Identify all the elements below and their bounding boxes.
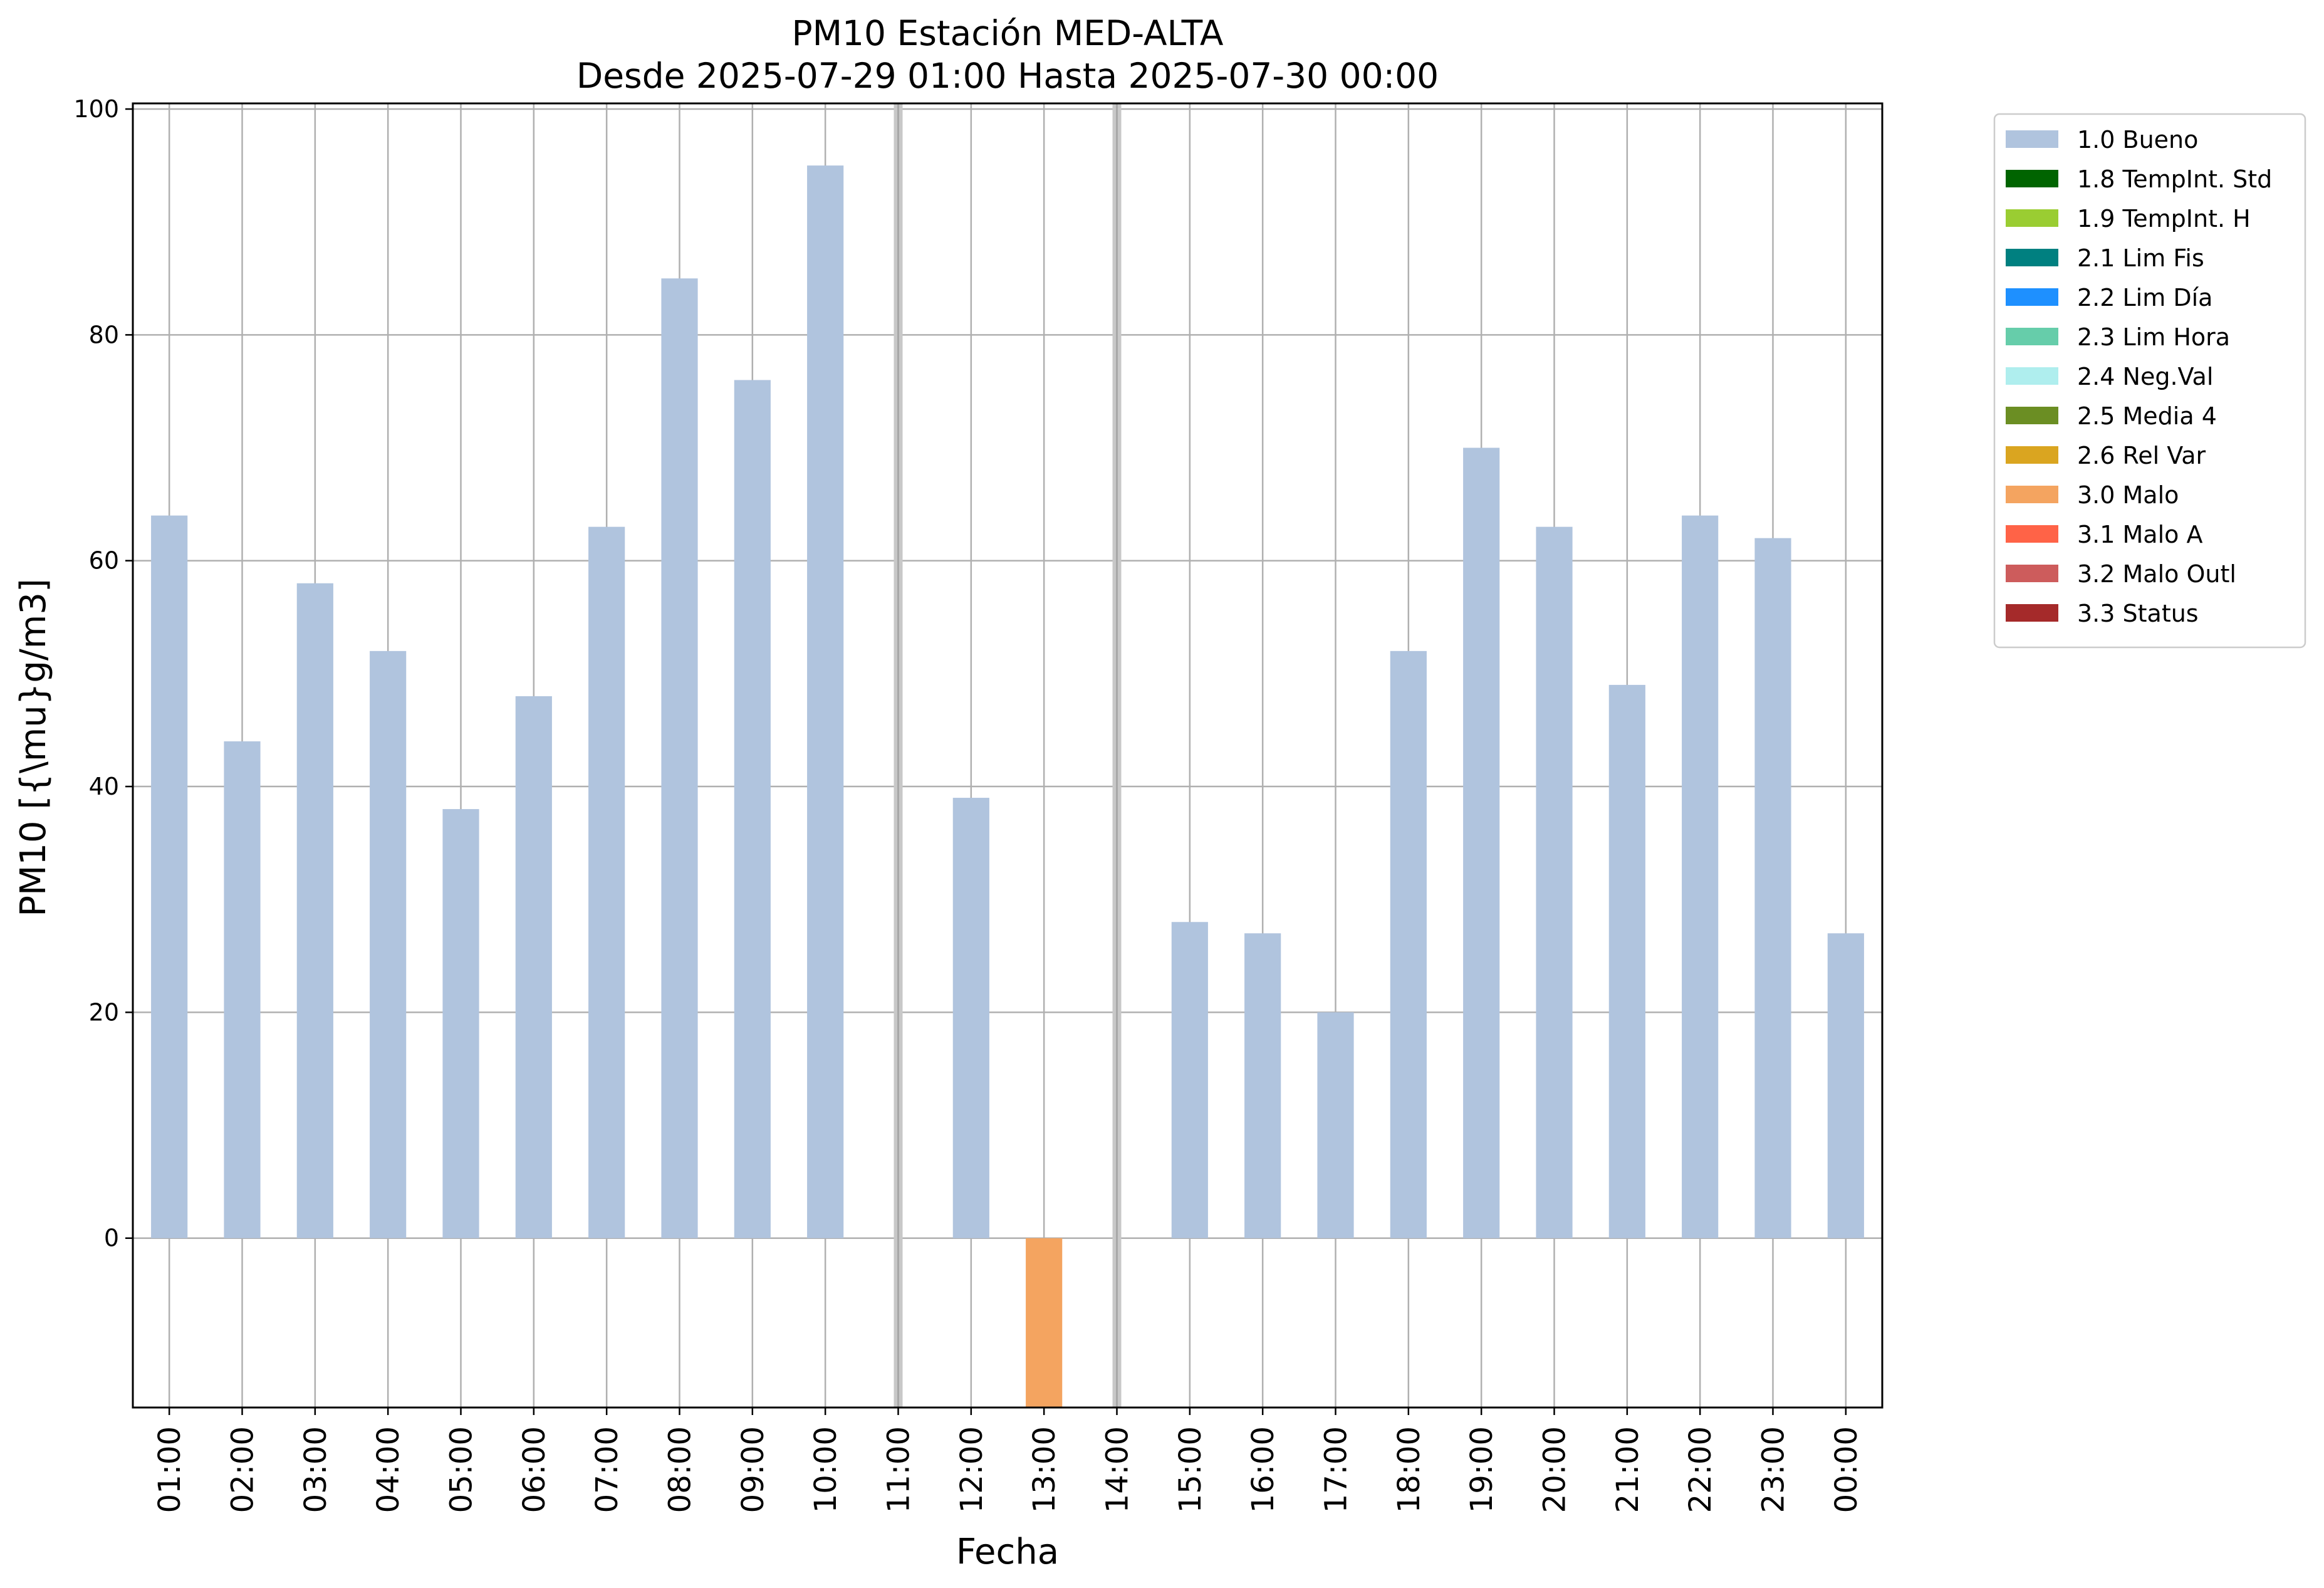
legend-label: 2.5 Media 4 — [2077, 402, 2217, 430]
legend-swatch — [2006, 407, 2058, 424]
x-tick-label: 02:00 — [226, 1426, 261, 1513]
legend-swatch — [2006, 328, 2058, 345]
x-tick-label: 14:00 — [1100, 1426, 1135, 1513]
bar-00:00 — [1827, 933, 1864, 1238]
legend-label: 2.3 Lim Hora — [2077, 323, 2230, 351]
y-tick-label: 60 — [89, 547, 119, 575]
bar-18:00 — [1390, 650, 1427, 1238]
x-tick-label: 16:00 — [1246, 1426, 1281, 1513]
bar-08:00 — [661, 278, 698, 1238]
bar-19:00 — [1463, 447, 1500, 1238]
y-axis-label: PM10 [{\mu}g/m3] — [13, 578, 54, 917]
legend-swatch — [2006, 249, 2058, 266]
legend-label: 2.2 Lim Día — [2077, 284, 2212, 311]
x-tick-label: 10:00 — [808, 1426, 843, 1513]
legend-swatch — [2006, 170, 2058, 187]
legend-label: 3.1 Malo A — [2077, 521, 2202, 548]
x-tick-label: 04:00 — [371, 1426, 406, 1513]
legend-label: 1.9 TempInt. H — [2077, 205, 2251, 232]
bar-15:00 — [1171, 922, 1208, 1238]
legend-swatch — [2006, 130, 2058, 148]
bar-03:00 — [296, 583, 333, 1238]
bar-12:00 — [952, 798, 989, 1238]
chart-title: PM10 Estación MED-ALTA — [791, 13, 1223, 53]
x-axis-ticks: 01:00 02:00 03:00 04:00 05:00 06:00 07:00 08:00… — [152, 1408, 1864, 1513]
legend-swatch — [2006, 209, 2058, 227]
missing-data-markers — [894, 103, 1122, 1408]
x-axis-label: Fecha — [956, 1532, 1059, 1572]
legend-label: 2.4 Neg.Val — [2077, 363, 2213, 390]
plot-area-frame — [132, 102, 1884, 1409]
bar-21:00 — [1608, 684, 1645, 1238]
legend-label: 1.8 TempInt. Std — [2077, 165, 2272, 193]
legend-swatch — [2006, 604, 2058, 622]
x-tick-label: 19:00 — [1464, 1426, 1499, 1513]
y-axis-ticks: 0 20 40 60 80 100 — [73, 95, 133, 1252]
bar-07:00 — [588, 526, 625, 1238]
legend-swatch — [2006, 565, 2058, 582]
x-tick-label: 05:00 — [444, 1426, 479, 1513]
legend-swatch — [2006, 367, 2058, 385]
legend-swatch — [2006, 486, 2058, 503]
bar-23:00 — [1754, 538, 1791, 1238]
bar-17:00 — [1317, 1012, 1354, 1238]
x-tick-label: 13:00 — [1027, 1426, 1062, 1513]
legend-swatch — [2006, 525, 2058, 543]
bar-09:00 — [734, 380, 771, 1238]
legend-swatch — [2006, 446, 2058, 464]
bar-20:00 — [1536, 526, 1573, 1238]
legend-box — [1993, 113, 2306, 649]
y-tick-label: 0 — [104, 1225, 119, 1252]
bar-10:00 — [807, 165, 844, 1238]
bar-04:00 — [370, 650, 407, 1238]
x-tick-label: 20:00 — [1538, 1426, 1573, 1513]
legend-label: 3.0 Malo — [2077, 481, 2179, 509]
x-tick-label: 22:00 — [1683, 1426, 1718, 1513]
bar-02:00 — [224, 741, 261, 1238]
bar-22:00 — [1682, 515, 1719, 1238]
legend-label: 3.2 Malo Outl — [2077, 560, 2236, 588]
bar-05:00 — [442, 809, 479, 1238]
y-tick-label: 40 — [89, 773, 119, 800]
x-tick-label: 18:00 — [1392, 1426, 1427, 1513]
chart-subtitle: Desde 2025-07-29 01:00 Hasta 2025-07-30 … — [576, 56, 1439, 96]
legend-swatch — [2006, 288, 2058, 306]
legend-label: 2.6 Rel Var — [2077, 442, 2206, 469]
x-tick-label: 01:00 — [152, 1426, 187, 1513]
x-tick-label: 11:00 — [882, 1426, 917, 1513]
x-tick-label: 09:00 — [736, 1426, 771, 1513]
legend-label: 1.0 Bueno — [2077, 126, 2198, 154]
x-tick-label: 15:00 — [1173, 1426, 1208, 1513]
bar-layer — [151, 165, 1864, 1408]
bar-16:00 — [1244, 933, 1281, 1238]
x-tick-label: 03:00 — [298, 1426, 333, 1513]
legend-label: 2.1 Lim Fis — [2077, 244, 2204, 272]
legend-label: 3.3 Status — [2077, 600, 2199, 627]
x-tick-label: 06:00 — [517, 1426, 552, 1513]
x-tick-label: 12:00 — [954, 1426, 989, 1513]
y-tick-label: 100 — [73, 95, 119, 123]
x-tick-label: 21:00 — [1610, 1426, 1645, 1513]
y-tick-label: 20 — [89, 998, 119, 1026]
y-tick-label: 80 — [89, 321, 119, 348]
x-tick-label: 07:00 — [590, 1426, 625, 1513]
x-tick-label: 17:00 — [1319, 1426, 1354, 1513]
x-tick-label: 00:00 — [1829, 1426, 1864, 1513]
legend: 1.0 Bueno 1.8 TempInt. Std 1.9 TempInt. H 2… — [1993, 113, 2306, 649]
bar-06:00 — [515, 696, 552, 1238]
x-tick-label: 23:00 — [1756, 1426, 1791, 1513]
x-tick-label: 08:00 — [663, 1426, 698, 1513]
bar-01:00 — [151, 515, 188, 1238]
bar-13:00 — [1026, 1238, 1063, 1408]
